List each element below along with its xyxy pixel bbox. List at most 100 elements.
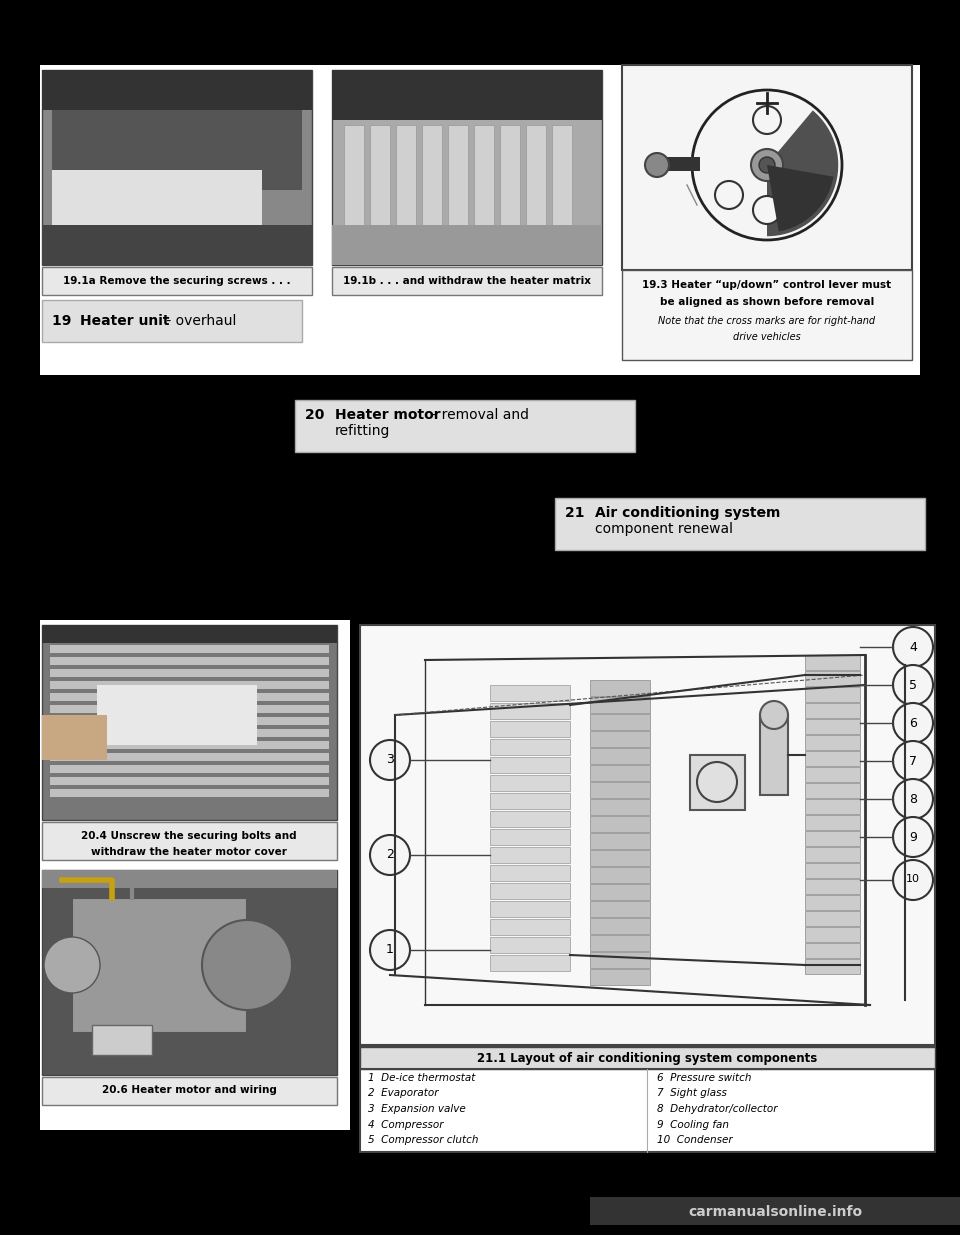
Circle shape [893, 779, 933, 819]
Text: 7  Sight glass: 7 Sight glass [657, 1088, 727, 1098]
Text: 6: 6 [909, 718, 917, 730]
Bar [555, 498, 925, 550]
Bar [590, 952, 650, 968]
Text: 19.1a Remove the securing screws . . .: 19.1a Remove the securing screws . . . [63, 275, 291, 287]
Bar [72, 898, 247, 1032]
Bar [805, 927, 860, 942]
Bar [42, 625, 337, 820]
Bar [590, 902, 650, 918]
Bar [805, 895, 860, 910]
Bar [52, 110, 302, 190]
Text: refitting: refitting [335, 424, 391, 438]
Circle shape [370, 930, 410, 969]
Bar [474, 125, 494, 249]
Circle shape [751, 149, 783, 182]
Circle shape [715, 182, 743, 209]
Text: 19: 19 [52, 314, 82, 329]
Bar [622, 270, 912, 359]
Bar [805, 831, 860, 846]
Text: Note that the cross marks are for right-hand: Note that the cross marks are for right-… [659, 316, 876, 326]
Bar [332, 70, 602, 266]
Bar [805, 863, 860, 878]
Circle shape [893, 627, 933, 667]
Bar [50, 693, 329, 701]
Bar [332, 267, 602, 295]
Bar [490, 847, 570, 863]
Circle shape [893, 703, 933, 743]
Bar [590, 884, 650, 900]
Bar [396, 125, 416, 249]
Bar [40, 620, 350, 1130]
Bar [805, 719, 860, 734]
Text: 8  Dehydrator/collector: 8 Dehydrator/collector [657, 1104, 778, 1114]
Circle shape [697, 762, 737, 802]
Bar [526, 125, 546, 249]
Text: 10  Condenser: 10 Condenser [657, 1135, 732, 1145]
Bar [590, 918, 650, 934]
Text: 19.3 Heater “up/down” control lever must: 19.3 Heater “up/down” control lever must [642, 280, 892, 290]
Circle shape [370, 835, 410, 876]
Bar [590, 782, 650, 798]
Bar [805, 687, 860, 701]
Circle shape [370, 740, 410, 781]
Bar [490, 721, 570, 737]
Bar [662, 157, 700, 170]
Text: 5: 5 [909, 679, 917, 692]
Bar [490, 685, 570, 701]
Bar [590, 832, 650, 848]
Bar [760, 715, 788, 795]
Bar [360, 625, 935, 1045]
Bar [805, 767, 860, 782]
Text: 2  Evaporator: 2 Evaporator [368, 1088, 439, 1098]
Bar [50, 645, 329, 653]
Bar [360, 1047, 935, 1152]
Bar [805, 751, 860, 766]
Bar [50, 789, 329, 797]
Bar [805, 655, 860, 671]
Circle shape [44, 937, 100, 993]
Bar [500, 125, 520, 249]
Circle shape [760, 701, 788, 729]
Bar [490, 757, 570, 773]
Text: withdraw the heater motor cover: withdraw the heater motor cover [91, 847, 287, 857]
Bar [590, 850, 650, 866]
Circle shape [753, 196, 781, 224]
Text: component renewal: component renewal [595, 522, 733, 536]
Bar [42, 715, 107, 760]
Bar [42, 1077, 337, 1105]
Bar [805, 799, 860, 814]
Bar [490, 829, 570, 845]
Bar [50, 729, 329, 737]
Bar [590, 764, 650, 781]
Bar [0, 1225, 960, 1235]
Bar [50, 764, 329, 773]
Text: carmanualsonline.info: carmanualsonline.info [688, 1205, 862, 1219]
Bar [805, 735, 860, 750]
Bar [552, 125, 572, 249]
Bar [590, 1197, 960, 1228]
Wedge shape [767, 110, 838, 236]
Bar [295, 400, 635, 452]
Bar [344, 125, 364, 249]
Bar [490, 864, 570, 881]
Text: 3: 3 [386, 753, 394, 766]
Bar [805, 944, 860, 958]
Bar [50, 634, 329, 641]
Text: 4  Compressor: 4 Compressor [368, 1119, 444, 1130]
Bar [490, 793, 570, 809]
Bar [370, 125, 390, 249]
Bar [590, 867, 650, 883]
Text: 9  Cooling fan: 9 Cooling fan [657, 1119, 729, 1130]
Text: 5  Compressor clutch: 5 Compressor clutch [368, 1135, 478, 1145]
Bar [42, 300, 302, 342]
Bar [50, 705, 329, 713]
Text: drive vehicles: drive vehicles [733, 332, 801, 342]
Bar [490, 703, 570, 719]
Text: 2: 2 [386, 848, 394, 861]
Bar [805, 911, 860, 926]
Text: 3  Expansion valve: 3 Expansion valve [368, 1104, 466, 1114]
Bar [40, 65, 920, 375]
Text: -: - [757, 506, 766, 520]
Bar [490, 955, 570, 971]
Bar [42, 869, 337, 888]
